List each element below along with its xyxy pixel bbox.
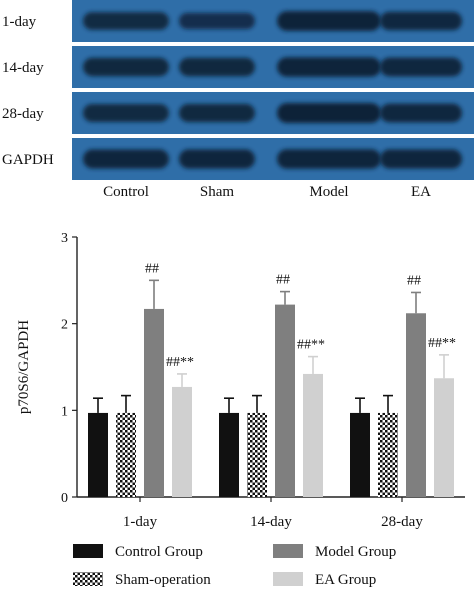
- blot-band: [83, 12, 169, 30]
- bar-chart: 0 1 2 3 p70S6/GAPDH 1-day 14-day 28-day ## ##** ##…: [16, 231, 465, 530]
- legend-label: Model Group: [315, 544, 396, 560]
- bar: [406, 313, 426, 497]
- y-tick-label: 2: [61, 318, 68, 333]
- blot-lane-label: Control: [103, 184, 149, 200]
- blot-band: [380, 149, 462, 169]
- x-tick-label: 1-day: [123, 514, 158, 530]
- bar: [219, 412, 239, 497]
- blot-band: [380, 103, 462, 123]
- blot-band: [179, 57, 255, 77]
- bar: [172, 386, 192, 497]
- bar: [434, 378, 454, 497]
- bar: [350, 412, 370, 497]
- blot-lane-label: EA: [411, 184, 431, 200]
- y-axis-label: p70S6/GAPDH: [16, 320, 32, 414]
- significance-annotation: ##: [276, 273, 290, 288]
- bar: [116, 412, 136, 497]
- significance-annotation: ##: [407, 273, 421, 288]
- legend-label: EA Group: [315, 572, 376, 588]
- chart-legend: Control Group Model Group Sham-operation EA…: [73, 544, 396, 588]
- blot-band: [380, 57, 462, 77]
- blot-band: [277, 103, 381, 123]
- blot-band: [83, 104, 169, 122]
- blot-row-label: 1-day: [2, 14, 37, 30]
- significance-annotation: ##**: [297, 338, 325, 353]
- x-tick-label: 28-day: [381, 514, 423, 530]
- legend-swatch: [273, 544, 303, 558]
- blot-band: [83, 57, 169, 77]
- blot-band: [277, 57, 381, 77]
- bar: [88, 412, 108, 497]
- significance-annotation: ##**: [166, 355, 194, 370]
- significance-annotation: ##**: [428, 336, 456, 351]
- bar: [247, 412, 267, 497]
- blot-band: [277, 149, 381, 169]
- bar: [144, 308, 164, 497]
- blot-band: [179, 103, 255, 123]
- blot-band: [179, 149, 255, 169]
- bar: [303, 373, 323, 497]
- blot-band: [83, 149, 169, 169]
- legend-swatch: [73, 572, 103, 586]
- y-tick-label: 1: [61, 404, 68, 419]
- blot-band: [380, 11, 462, 31]
- western-blot: 1-day 14-day 28-day GAPDH Control Sham Model EA: [2, 0, 474, 200]
- blot-band: [277, 11, 381, 31]
- bar: [378, 412, 398, 497]
- blot-lane-label: Sham: [200, 184, 235, 200]
- blot-band: [179, 12, 255, 30]
- bar: [275, 304, 295, 497]
- x-tick-label: 14-day: [250, 514, 292, 530]
- legend-swatch: [73, 544, 103, 558]
- legend-swatch: [273, 572, 303, 586]
- legend-label: Control Group: [115, 544, 203, 560]
- blot-row-label: GAPDH: [2, 152, 54, 168]
- blot-row-label: 14-day: [2, 60, 44, 76]
- significance-annotation: ##: [145, 261, 159, 276]
- legend-label: Sham-operation: [115, 572, 211, 588]
- blot-row-label: 28-day: [2, 106, 44, 122]
- y-tick-label: 0: [61, 491, 68, 506]
- blot-lane-label: Model: [309, 184, 348, 200]
- y-tick-label: 3: [61, 231, 68, 246]
